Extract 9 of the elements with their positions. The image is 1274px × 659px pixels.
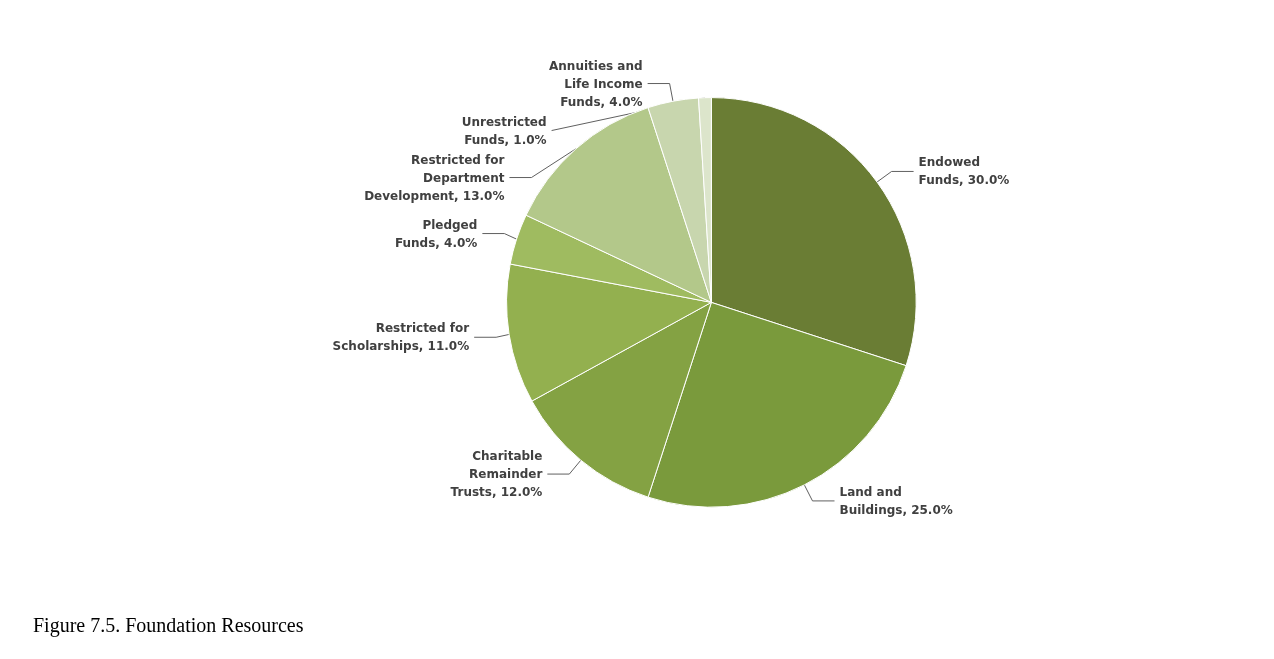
slice-label: Land and Buildings, 25.0% <box>839 484 953 517</box>
slice-label: Charitable Remainder Trusts, 12.0% <box>450 449 543 500</box>
slice-label: Endowed Funds, 30.0% <box>918 155 1010 188</box>
slice-label: Annuities and Life Income Funds, 4.0% <box>549 58 643 109</box>
slice-label: Pledged Funds, 4.0% <box>394 217 478 250</box>
slice-label: Restricted for Scholarships, 11.0% <box>332 321 470 354</box>
slice-label: Unrestricted Funds, 1.0% <box>461 114 547 147</box>
slice-label: Restricted for Department Development, 13.0% <box>364 152 505 203</box>
text: Figure 7.5. Foundation Resources <box>33 614 304 637</box>
